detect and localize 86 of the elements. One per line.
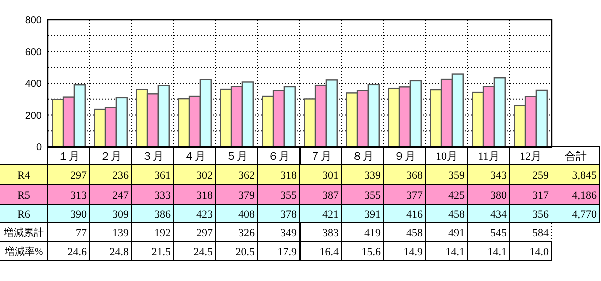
data-label: 247 <box>112 190 130 202</box>
data-label: 343 <box>490 170 508 182</box>
data-label: 313 <box>70 190 88 202</box>
text: 419 <box>364 227 382 240</box>
text: 24.8 <box>110 246 130 258</box>
data-label: 380 <box>490 190 508 202</box>
text: 383 <box>322 227 340 240</box>
text: 139 <box>112 227 130 240</box>
y-tick-label: 800 <box>25 16 42 26</box>
text: 349 <box>280 227 298 240</box>
x-tick-label: ２月 <box>100 150 122 163</box>
data-label: 390 <box>70 208 88 221</box>
data-label: 297 <box>70 170 88 182</box>
data-label: 362 <box>238 170 255 182</box>
text: 297 <box>196 227 214 240</box>
data-label: 387 <box>322 190 340 202</box>
text: 17.9 <box>278 246 298 258</box>
text: 20.5 <box>236 246 256 258</box>
text: 458 <box>406 227 424 240</box>
text: R5 <box>18 190 31 202</box>
text: 14.1 <box>446 246 465 258</box>
text: 14.0 <box>530 246 550 258</box>
data-label: 368 <box>406 170 424 182</box>
data-label: 318 <box>196 190 214 202</box>
data-label: 377 <box>406 190 424 202</box>
data-label: 425 <box>448 190 466 202</box>
text: R4 <box>18 170 31 182</box>
x-tick-label: 10月 <box>436 150 458 163</box>
x-tick-label: 11月 <box>478 150 500 163</box>
data-label: 434 <box>490 208 508 221</box>
x-tick-label: ６月 <box>268 150 290 163</box>
text: 326 <box>238 227 256 240</box>
data-label: 416 <box>406 208 424 221</box>
data-label: 355 <box>364 190 382 202</box>
x-tick-label: ５月 <box>226 150 248 163</box>
text: 491 <box>448 227 465 240</box>
y-tick-label: 600 <box>25 47 42 58</box>
data-label: 333 <box>154 190 172 202</box>
data-label: 339 <box>364 170 382 182</box>
x-tick-label: ９月 <box>394 150 416 163</box>
text: 増減率% <box>4 246 44 258</box>
text: 14.9 <box>404 246 424 258</box>
text: 24.6 <box>68 246 88 258</box>
text: 77 <box>76 227 88 240</box>
data-label: 378 <box>280 208 298 221</box>
text: 192 <box>154 227 171 240</box>
text: 14.1 <box>488 246 507 258</box>
x-tick-label: ８月 <box>352 150 374 163</box>
x-tick-label: ７月 <box>310 150 332 163</box>
data-label: 259 <box>532 170 550 182</box>
x-tick-label: １月 <box>58 150 80 163</box>
x-tick-label: ４月 <box>184 150 206 163</box>
text: 4,770 <box>572 208 598 221</box>
data-label: 408 <box>238 208 256 221</box>
data-label: 423 <box>196 208 214 221</box>
y-tick-label: 400 <box>25 79 42 90</box>
data-label: 236 <box>112 170 130 182</box>
text: 増減累計 <box>3 227 44 239</box>
text: 合計 <box>565 150 587 163</box>
text: 3,845 <box>572 170 598 182</box>
data-label: 391 <box>364 208 381 221</box>
data-label: 302 <box>196 170 213 182</box>
data-label: 458 <box>448 208 466 221</box>
x-tick-label: ３月 <box>142 150 164 163</box>
data-label: 317 <box>532 190 550 202</box>
data-label: 355 <box>280 190 298 202</box>
data-label: 356 <box>532 208 550 221</box>
text: 545 <box>490 227 508 240</box>
data-label: 421 <box>322 208 339 221</box>
text: 24.5 <box>194 246 214 258</box>
text: 4,186 <box>572 190 598 202</box>
text: 21.5 <box>152 246 172 258</box>
data-label: 359 <box>448 170 466 182</box>
text: 16.4 <box>320 246 340 258</box>
text: 584 <box>532 227 550 240</box>
data-label: 386 <box>154 208 172 221</box>
data-label: 309 <box>112 208 130 221</box>
x-tick-label: 12月 <box>520 150 542 163</box>
data-label: 318 <box>280 170 298 182</box>
text: R6 <box>18 208 31 221</box>
y-tick-label: 200 <box>25 110 42 122</box>
y-tick-label: 0 <box>36 142 42 154</box>
data-label: 301 <box>322 170 339 182</box>
data-label: 361 <box>154 170 171 182</box>
data-label: 379 <box>238 190 256 202</box>
text: 15.6 <box>362 246 382 258</box>
